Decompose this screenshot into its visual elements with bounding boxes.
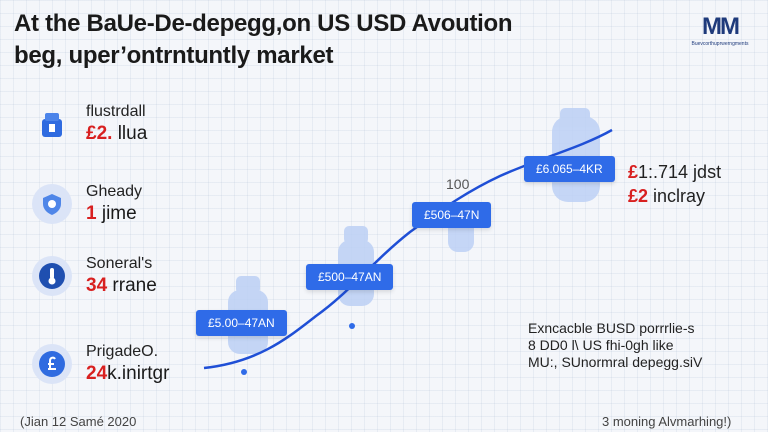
- sidebar-item-value: 24k.inirtgr: [86, 363, 170, 384]
- footer-source: 3 moning Alvmarhing!): [602, 414, 732, 429]
- title-line-1: At the BaUe-De-depegg,on US USD Avoution: [14, 10, 513, 37]
- bottle-cap: [236, 276, 260, 294]
- brand-logo: MM Buevcorthuprwerngments: [688, 14, 752, 54]
- thermometer-icon: [32, 256, 72, 296]
- caption-note: Exncacble BUSD porrrlie-s 8 DD0 l\ US fh…: [528, 320, 702, 371]
- sidebar-item-3: Soneral's 34 rrane: [32, 252, 202, 308]
- bottle-cap: [560, 108, 590, 122]
- note-line-2: 8 DD0 l\ US fhi-0gh like: [528, 337, 674, 353]
- bottle-cap: [344, 226, 368, 244]
- sidebar-item-value: £2. llua: [86, 123, 148, 144]
- sidebar-item-label: Soneral's: [86, 255, 153, 272]
- bubble-label: 100: [446, 176, 470, 192]
- right-stat: £1:.714 jdst £2 inclray: [628, 160, 721, 208]
- price-flag-3: £506–47N: [412, 202, 492, 228]
- building-icon: [32, 104, 72, 144]
- sidebar-item-2: Gheady 1 jime: [32, 180, 202, 236]
- price-flag-1: £5.00–47AN: [196, 310, 287, 336]
- price-flag-2: £500–47AN: [306, 264, 394, 290]
- price-flag-4: £6.065–4KR: [524, 156, 615, 182]
- small-coin: [349, 323, 355, 329]
- shield-icon: [32, 184, 72, 224]
- sidebar-item-4: PrigadeO. 24k.inirtgr: [32, 340, 202, 396]
- logo-mark: MM: [702, 13, 740, 40]
- sidebar-item-1: flustrdall £2. llua: [32, 100, 202, 156]
- small-coin: [241, 369, 247, 375]
- footer-date: (Jian 12 Samé 2020: [20, 414, 137, 429]
- pound-icon: [32, 344, 72, 384]
- right-stat-line-1: £1:.714 jdst: [628, 162, 722, 182]
- sidebar-item-label: flustrdall: [86, 103, 146, 120]
- sidebar-item-label: PrigadeO.: [86, 343, 159, 360]
- sidebar-item-label: Gheady: [86, 183, 143, 200]
- note-line-1: Exncacble BUSD porrrlie-s: [528, 320, 695, 336]
- right-stat-line-2: £2 inclray: [628, 186, 706, 206]
- note-line-3: MU:, SUnormral depegg.siV: [528, 354, 703, 370]
- page-title: At the BaUe-De-depegg,on US USD Avoution…: [14, 8, 574, 72]
- logo-caption: Buevcorthuprwerngments: [691, 41, 749, 47]
- sidebar-item-value: 34 rrane: [86, 275, 157, 296]
- title-line-2: beg, uper’ontrntuntly market: [14, 42, 334, 69]
- sidebar-item-value: 1 jime: [86, 203, 137, 224]
